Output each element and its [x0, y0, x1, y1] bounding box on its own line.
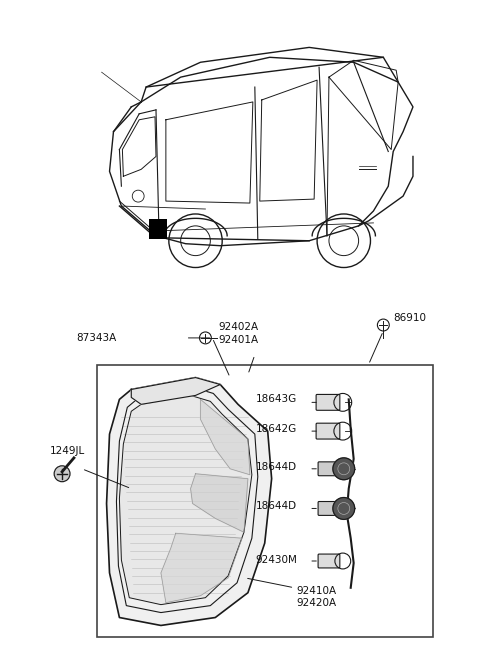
Circle shape: [333, 458, 355, 479]
Text: 92402A
92401A: 92402A 92401A: [218, 322, 258, 345]
FancyBboxPatch shape: [316, 423, 340, 439]
Polygon shape: [201, 400, 250, 475]
Polygon shape: [191, 474, 248, 533]
Bar: [96, 365, 433, 637]
Text: 18644D: 18644D: [256, 462, 297, 472]
Text: 18644D: 18644D: [256, 502, 297, 512]
FancyBboxPatch shape: [318, 462, 340, 476]
Polygon shape: [161, 533, 242, 603]
Bar: [149, 219, 167, 239]
FancyBboxPatch shape: [318, 554, 340, 568]
Text: 86910: 86910: [394, 313, 427, 323]
Text: 18643G: 18643G: [256, 394, 297, 404]
FancyBboxPatch shape: [318, 502, 340, 515]
FancyBboxPatch shape: [316, 394, 340, 410]
Text: 1249JL: 1249JL: [50, 446, 85, 456]
Circle shape: [333, 498, 355, 519]
Circle shape: [54, 466, 70, 481]
Polygon shape: [131, 377, 220, 404]
Text: 87343A: 87343A: [76, 333, 117, 343]
Text: 92410A
92420A: 92410A 92420A: [296, 586, 336, 608]
Polygon shape: [107, 377, 272, 626]
Text: 92430M: 92430M: [255, 555, 297, 565]
Polygon shape: [120, 396, 252, 605]
Text: 18642G: 18642G: [256, 424, 297, 434]
